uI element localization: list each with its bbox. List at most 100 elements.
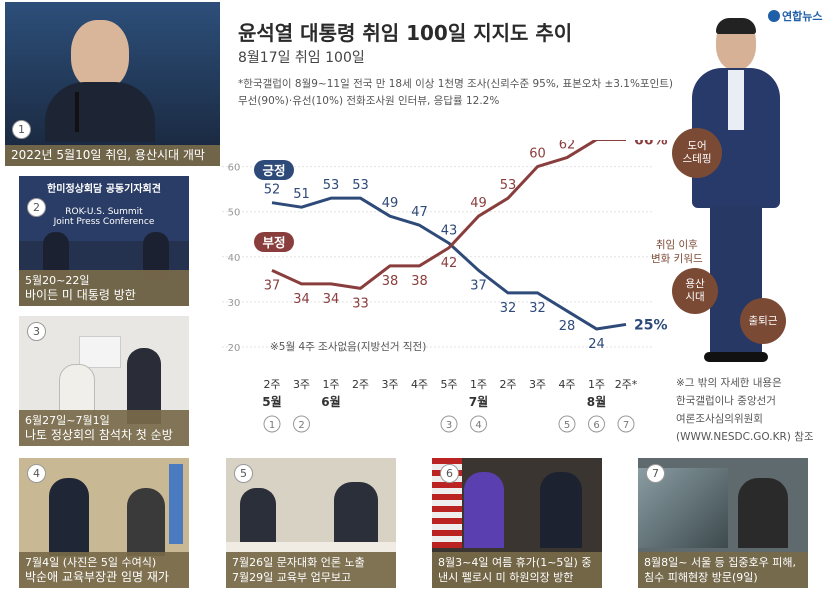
photo-caption-date: 5월20~22일 bbox=[25, 274, 90, 287]
data-label: 28 bbox=[559, 319, 576, 334]
chart-annotation: ※5월 4주 조사없음(지방선거 직전) bbox=[270, 340, 426, 353]
photo-caption-date: 7월4일 (사진은 5일 수여식) bbox=[25, 556, 157, 569]
keyword-bubble-commute: 출퇴근 bbox=[740, 298, 786, 344]
x-tick-label: 2주 bbox=[352, 378, 369, 391]
x-tick-label: 5주 bbox=[440, 378, 457, 391]
event-marker-circle bbox=[440, 415, 458, 433]
data-label: 33 bbox=[352, 296, 369, 311]
photo-caption: 2022년 5월10일 취임, 용산시대 개막 bbox=[5, 145, 220, 166]
photo-caption-text: 박순애 교육부장관 임명 재가 bbox=[25, 570, 169, 584]
keyword-heading-line2: 변화 키워드 bbox=[651, 253, 703, 265]
photo-pelosi-visit: 6 8월3~4일 여름 휴가(1~5일) 중 낸시 펠로시 미 하원의장 방한 bbox=[432, 458, 602, 588]
data-label: 53 bbox=[323, 178, 340, 193]
data-label: 52 bbox=[264, 183, 281, 198]
survey-note-line1: *한국갤럽이 8월9~11일 전국 만 18세 이상 1천명 조사(신뢰수준 9… bbox=[238, 78, 674, 90]
logo-globe-icon bbox=[768, 10, 780, 22]
event-marker-label: 7 bbox=[623, 420, 629, 431]
x-tick-label: 1주 bbox=[322, 378, 339, 391]
photo-number-badge: 4 bbox=[27, 464, 46, 483]
flag-icon bbox=[169, 464, 183, 544]
photo-caption: 8월3~4일 여름 휴가(1~5일) 중 낸시 펠로시 미 하원의장 방한 bbox=[432, 552, 602, 588]
y-tick-label: 30 bbox=[228, 298, 241, 309]
data-label: 47 bbox=[411, 205, 428, 220]
data-label: 25% bbox=[634, 317, 668, 333]
photo-figure bbox=[49, 478, 89, 556]
photo-caption: 8월8일~ 서울 등 집중호우 피해, 침수 피해현장 방문(9일) bbox=[638, 552, 808, 588]
event-marker-circle bbox=[263, 415, 281, 433]
flag-icon bbox=[79, 336, 121, 368]
data-label: 37 bbox=[470, 278, 487, 293]
figure-shoes bbox=[704, 352, 768, 362]
x-tick-label: 2주 bbox=[263, 378, 280, 391]
photo-figure bbox=[738, 478, 788, 548]
x-tick-label: 1주 bbox=[588, 378, 605, 391]
data-label: 53 bbox=[500, 178, 517, 193]
month-label: 5월 bbox=[262, 394, 281, 409]
event-marker-circle bbox=[293, 415, 310, 433]
photo-figure bbox=[240, 488, 276, 548]
event-marker-label: 4 bbox=[475, 420, 481, 431]
x-tick-label: 2주* bbox=[615, 378, 638, 391]
figure-hair bbox=[716, 18, 756, 34]
data-label: 51 bbox=[293, 187, 310, 202]
photo-figure bbox=[127, 488, 165, 556]
keyword-text: 시대 bbox=[685, 291, 705, 303]
x-tick-label: 1주 bbox=[470, 378, 487, 391]
photo-minister-appointment: 4 7월4일 (사진은 5일 수여식) 박순애 교육부장관 임명 재가 bbox=[19, 458, 189, 588]
x-tick-label: 3주 bbox=[381, 378, 398, 391]
microphone-icon bbox=[75, 92, 79, 132]
event-marker-label: 3 bbox=[446, 420, 452, 431]
banner-title: 한미정상회담 공동기자회견 bbox=[47, 184, 161, 195]
keyword-text: 용산 bbox=[685, 278, 705, 290]
photo-caption-text: 나토 정상회의 참석차 첫 순방 bbox=[25, 428, 173, 442]
series-name-tag bbox=[254, 232, 294, 252]
photo-caption: 7월4일 (사진은 5일 수여식) 박순애 교육부장관 임명 재가 bbox=[19, 552, 189, 588]
photo-caption-line1: 8월3~4일 여름 휴가(1~5일) 중 bbox=[438, 556, 592, 569]
photo-caption: 7월26일 문자대화 언론 노출 7월29일 교육부 업무보고 bbox=[226, 552, 396, 588]
keyword-text: 출퇴근 bbox=[748, 314, 778, 327]
data-label: 32 bbox=[529, 301, 546, 316]
approval-line-chart: 20 30 40 50 60 2주 3주 1주 2주 3주 4주 5주 1주 2주 3주 4주 1주 2주* 5월 6… bbox=[222, 140, 668, 433]
event-marker-label: 1 bbox=[269, 420, 275, 431]
keyword-heading: 취임 이후 변화 키워드 bbox=[651, 238, 703, 266]
event-marker-circle bbox=[617, 415, 635, 433]
photo-caption-line2: 7월29일 교육부 업무보고 bbox=[232, 571, 352, 584]
source-note-line: 여론조사심의위원회 bbox=[676, 413, 763, 425]
y-tick-label: 40 bbox=[228, 253, 241, 264]
photo-figure bbox=[540, 472, 582, 548]
y-tick-label: 50 bbox=[228, 208, 241, 219]
y-tick-label: 20 bbox=[228, 343, 241, 354]
keyword-heading-line1: 취임 이후 bbox=[655, 239, 698, 251]
data-label: 43 bbox=[441, 223, 458, 238]
survey-note: *한국갤럽이 8월9~11일 전국 만 18세 이상 1천명 조사(신뢰수준 9… bbox=[238, 76, 673, 110]
logo-text: 연합뉴스 bbox=[782, 10, 823, 23]
source-note: ※그 밖의 자세한 내용은 한국갤럽이나 중앙선거 여론조사심의위원회 (WWW… bbox=[676, 374, 814, 446]
keyword-bubble-doorstepping: 도어 스테핑 bbox=[672, 128, 722, 178]
photo-caption-text: 바이든 미 대통령 방한 bbox=[25, 288, 136, 302]
photo-figure-suit bbox=[45, 82, 155, 142]
data-label: 34 bbox=[323, 292, 340, 307]
keyword-bubble-yongsan: 용산 시대 bbox=[672, 268, 718, 314]
photo-education-briefing: 5 7월26일 문자대화 언론 노출 7월29일 교육부 업무보고 bbox=[226, 458, 396, 588]
photo-number-badge: 7 bbox=[646, 464, 665, 483]
yonhap-logo: 연합뉴스 bbox=[768, 8, 822, 24]
event-marker-label: 2 bbox=[298, 420, 304, 431]
event-marker-circle bbox=[588, 415, 605, 433]
x-tick-label: 3주 bbox=[293, 378, 310, 391]
data-label: 37 bbox=[264, 278, 281, 293]
data-label: 66% bbox=[634, 140, 668, 149]
series-name-tag bbox=[254, 160, 294, 180]
event-marker-circle bbox=[470, 415, 487, 433]
series-name-label: 부정 bbox=[262, 235, 285, 250]
photo-caption-line1: 7월26일 문자대화 언론 노출 bbox=[232, 556, 365, 569]
photo-biden-summit: 한미정상회담 공동기자회견 ROK-U.S. Summit Joint Pres… bbox=[19, 176, 189, 306]
data-label: 34 bbox=[293, 292, 310, 307]
photo-number-badge: 3 bbox=[27, 322, 46, 341]
x-tick-label: 3주 bbox=[529, 378, 546, 391]
photo-caption-date: 6월27일~7월1일 bbox=[25, 414, 110, 427]
photo-flood-site: 7 8월8일~ 서울 등 집중호우 피해, 침수 피해현장 방문(9일) bbox=[638, 458, 808, 588]
data-label: 49 bbox=[470, 196, 487, 211]
photo-caption-line1: 8월8일~ 서울 등 집중호우 피해, bbox=[644, 556, 797, 569]
keyword-text: 스테핑 bbox=[682, 153, 712, 165]
y-tick-label: 60 bbox=[228, 163, 241, 174]
